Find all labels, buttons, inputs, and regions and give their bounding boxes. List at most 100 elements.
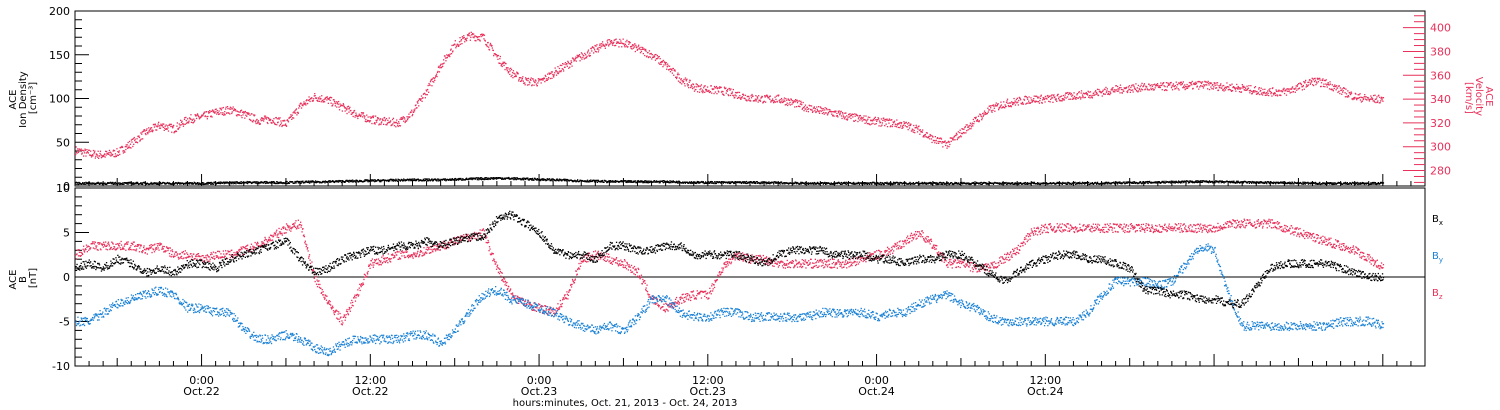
velocity-series-point [225,108,227,110]
velocity-series-point [1010,106,1012,108]
velocity-series-point [696,83,698,86]
velocity-series-point [903,121,905,123]
velocity-series-point [613,39,615,41]
velocity-series-point [1081,94,1084,96]
velocity-series-point [1101,95,1103,97]
density-series-point [886,181,888,183]
density-series-point [99,183,102,185]
velocity-series-point [1236,87,1238,89]
density-series-point [658,182,660,184]
velocity-series-point [832,114,834,116]
velocity-series-point [358,113,360,115]
density-series-point [948,183,951,186]
velocity-series-point [1061,98,1063,100]
velocity-series-point [257,120,260,122]
velocity-series-point [735,95,737,97]
velocity-series-point [133,136,135,139]
density-series-point [825,183,827,185]
density-series-point [804,181,807,184]
velocity-series-point [1376,101,1378,103]
velocity-series-point [1283,87,1285,89]
velocity-series-point [706,90,708,92]
density-series-point [567,179,569,181]
velocity-series-point [959,132,961,134]
velocity-series-point [351,113,353,115]
velocity-series-point [317,97,320,99]
velocity-series-point [113,150,116,152]
velocity-series-point [348,108,350,110]
velocity-series-point [1089,91,1092,93]
velocity-series-point [679,82,681,84]
density-series-point [541,178,544,180]
velocity-series-point [430,78,433,81]
velocity-series-point [901,125,904,127]
velocity-series-point [1232,86,1234,89]
density-series-point [84,183,87,185]
density-series-point [188,182,190,184]
velocity-series-point [726,90,728,92]
density-series-point [308,182,311,184]
velocity-series-point [1049,101,1051,103]
velocity-series-point [106,152,109,154]
density-series-point [802,182,804,184]
velocity-series-point [788,99,791,101]
density-series-point [1066,182,1068,184]
velocity-series-point [419,98,421,100]
velocity-series-point [420,99,422,101]
density-series-point [171,183,173,186]
velocity-series-point [549,77,552,80]
density-series-point [773,181,776,183]
velocity-series-point [1248,90,1251,92]
density-series-point [614,181,616,183]
velocity-series-point [1080,92,1082,94]
velocity-series-point [878,120,881,122]
velocity-series-point [980,114,982,116]
velocity-series-point [573,60,575,62]
density-series-point [703,182,705,184]
density-series-point [333,181,336,184]
velocity-series-point [954,139,956,141]
velocity-series-point [392,123,394,125]
velocity-series-point [425,94,427,96]
density-series-point [596,181,598,183]
velocity-series-point [689,80,691,82]
density-series-point [504,178,507,180]
velocity-series-point [244,110,246,113]
velocity-series-point [1038,102,1041,104]
velocity-series-point [907,129,909,131]
velocity-series-point [129,147,131,149]
density-series-point [122,182,124,184]
velocity-series-point [727,94,729,96]
density-series-point [366,179,368,181]
density-series-point [218,182,221,184]
velocity-series-point [257,121,259,123]
velocity-series-point [632,45,634,47]
velocity-series-point [93,151,96,153]
density-series-point [626,181,628,184]
velocity-series-point [608,39,611,41]
velocity-series-point [1295,85,1297,87]
velocity-series-point [468,32,471,34]
velocity-series-point [1275,90,1278,92]
velocity-series-point [390,120,392,122]
density-series-point [266,181,268,183]
velocity-series-point [548,76,550,79]
velocity-series-point [195,117,198,120]
density-series-point [742,181,744,183]
density-series-point [800,183,802,185]
velocity-series-point [661,61,663,63]
density-series-point [225,182,227,184]
velocity-series-point [777,95,779,97]
velocity-series-point [1059,96,1062,98]
velocity-series-point [999,105,1002,107]
density-series-point [632,181,634,183]
velocity-series-point [622,38,624,40]
velocity-series-point [931,135,934,137]
density-series-point [937,183,939,186]
velocity-series-point [237,111,239,113]
velocity-series-point [1355,93,1357,95]
velocity-series-point [188,122,190,124]
density-series-point [314,181,316,183]
density-series-point [98,183,101,185]
velocity-series-point [1207,88,1209,90]
